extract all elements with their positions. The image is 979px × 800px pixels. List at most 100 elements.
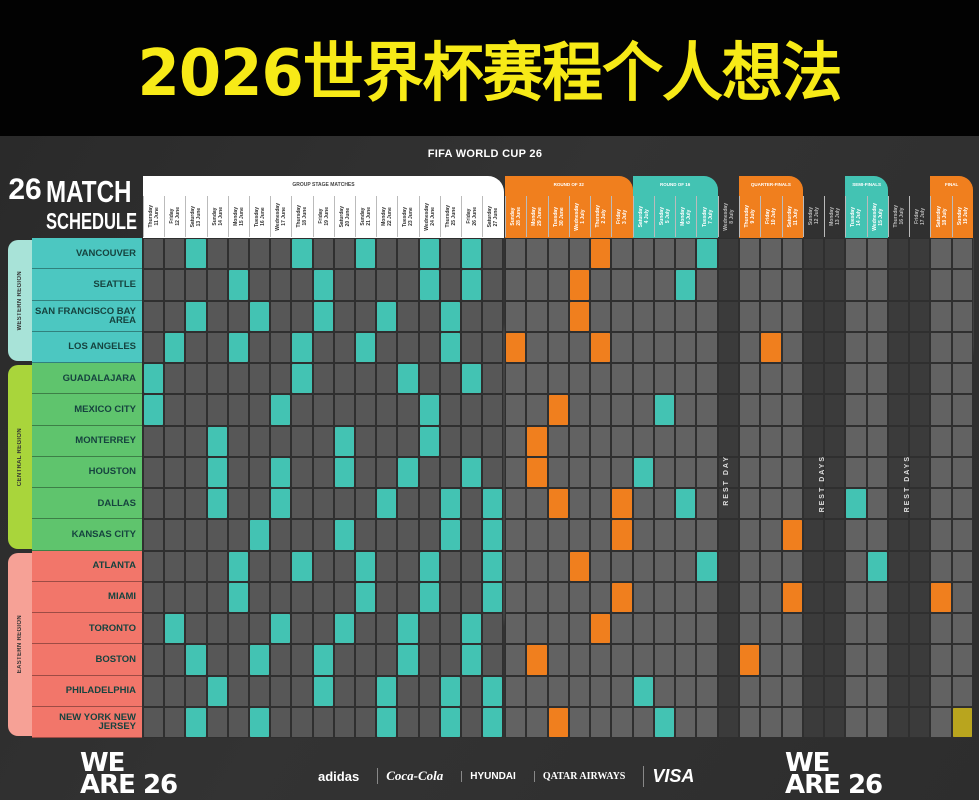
grid-cell bbox=[675, 363, 697, 395]
sponsor-hyundai: HYUNDAI bbox=[461, 770, 524, 782]
match-cell bbox=[398, 614, 418, 644]
grid-cell bbox=[675, 613, 697, 645]
grid-cell bbox=[632, 519, 654, 551]
grid-cell bbox=[845, 331, 867, 363]
match-cell bbox=[144, 364, 164, 394]
grid-cell bbox=[376, 394, 398, 426]
grid-cell bbox=[717, 456, 739, 488]
grid-cell bbox=[185, 425, 207, 457]
match-cell bbox=[612, 582, 632, 612]
grid-cell bbox=[206, 613, 228, 645]
day-name: Saturday bbox=[637, 205, 644, 228]
grid-cell bbox=[270, 519, 292, 551]
match-cell bbox=[569, 301, 590, 331]
match-cell bbox=[761, 332, 781, 362]
grid-cell bbox=[206, 394, 228, 426]
date-label: Friday 3 July bbox=[616, 209, 628, 224]
date-header: Monday 6 July bbox=[675, 196, 697, 237]
grid-cell bbox=[312, 613, 334, 645]
grid-cell bbox=[802, 581, 825, 613]
grid-cell bbox=[760, 488, 782, 520]
match-cell bbox=[398, 645, 418, 675]
grid-cell bbox=[312, 394, 334, 426]
date-header: Monday 22 June bbox=[376, 196, 398, 237]
grid-cell bbox=[760, 519, 782, 551]
grid-cell bbox=[376, 425, 398, 457]
date-label: Friday 12 June bbox=[169, 207, 181, 226]
grid-cell bbox=[505, 363, 527, 395]
grid-cell bbox=[760, 394, 782, 426]
day-date: 17 June bbox=[281, 207, 288, 226]
grid-cell bbox=[397, 394, 419, 426]
grid-cell bbox=[590, 488, 612, 520]
date-header: Sunday 14 June bbox=[206, 196, 228, 237]
match-cell bbox=[250, 520, 270, 550]
grid-cell bbox=[887, 394, 910, 426]
grid-cell bbox=[355, 269, 377, 301]
grid-cell bbox=[611, 238, 633, 270]
grid-cell bbox=[930, 644, 952, 676]
grid-cell bbox=[611, 550, 633, 582]
grid-cell bbox=[887, 238, 910, 270]
match-cell bbox=[377, 707, 397, 737]
match-cell bbox=[207, 489, 227, 519]
grid-cell bbox=[526, 581, 548, 613]
grid-cell bbox=[866, 456, 888, 488]
grid-cell bbox=[611, 300, 633, 332]
date-label: Wednesday 8 July bbox=[723, 203, 735, 231]
grid-cell bbox=[482, 300, 504, 332]
grid-cell bbox=[824, 644, 846, 676]
banner-title: 2026世界杯赛程个人想法 bbox=[137, 37, 842, 111]
match-cell bbox=[440, 301, 460, 331]
match-cell bbox=[612, 489, 632, 519]
date-header: Friday 26 June bbox=[461, 196, 483, 237]
sponsor-bar: adidas Coca-Cola HYUNDAI QATAR AIRWAYS V… bbox=[310, 760, 702, 792]
match-cell bbox=[271, 457, 291, 487]
grid-cell bbox=[653, 331, 676, 363]
grid-cell bbox=[164, 269, 186, 301]
day-date: 30 June bbox=[558, 207, 565, 226]
grid-cell bbox=[675, 394, 697, 426]
grid-cell bbox=[291, 706, 313, 738]
grid-cell bbox=[143, 269, 165, 301]
grid-cell bbox=[333, 581, 355, 613]
grid-cell bbox=[249, 238, 271, 270]
match-cell bbox=[633, 676, 653, 706]
grid-cell bbox=[505, 425, 527, 457]
sponsor-adidas: adidas bbox=[318, 768, 360, 784]
grid-cell bbox=[291, 613, 313, 645]
match-cell bbox=[483, 520, 503, 550]
grid-cell bbox=[653, 456, 676, 488]
grid-cell bbox=[164, 238, 186, 270]
grid-cell bbox=[760, 581, 782, 613]
grid-cell bbox=[418, 613, 440, 645]
grid-cell bbox=[482, 613, 504, 645]
grid-cell bbox=[866, 519, 888, 551]
date-label: Thursday 18 June bbox=[296, 205, 308, 228]
grid-cell bbox=[505, 581, 527, 613]
grid-cell bbox=[802, 238, 825, 270]
city-label: TORONTO bbox=[32, 613, 142, 645]
day-date: 19 June bbox=[323, 207, 330, 226]
grid-cell bbox=[845, 269, 867, 301]
grid-cell bbox=[505, 269, 527, 301]
match-cell bbox=[419, 239, 439, 269]
date-header: Thursday 11 June bbox=[143, 196, 165, 237]
match-cell bbox=[356, 582, 376, 612]
date-label: Sunday 14 June bbox=[212, 207, 224, 226]
match-cell bbox=[419, 582, 439, 612]
grid-cell bbox=[951, 550, 973, 582]
grid-cell bbox=[505, 613, 527, 645]
grid-cell bbox=[143, 706, 165, 738]
match-cell bbox=[334, 520, 354, 550]
date-label: Monday 13 July bbox=[829, 207, 841, 226]
grid-cell bbox=[526, 394, 548, 426]
grid-cell bbox=[482, 394, 504, 426]
grid-cell bbox=[887, 519, 910, 551]
grid-cell bbox=[675, 581, 697, 613]
grid-cell bbox=[887, 613, 910, 645]
grid-cell bbox=[568, 644, 591, 676]
grid-cell bbox=[802, 644, 825, 676]
day-date: 28 June bbox=[516, 207, 523, 226]
match-cell bbox=[250, 645, 270, 675]
